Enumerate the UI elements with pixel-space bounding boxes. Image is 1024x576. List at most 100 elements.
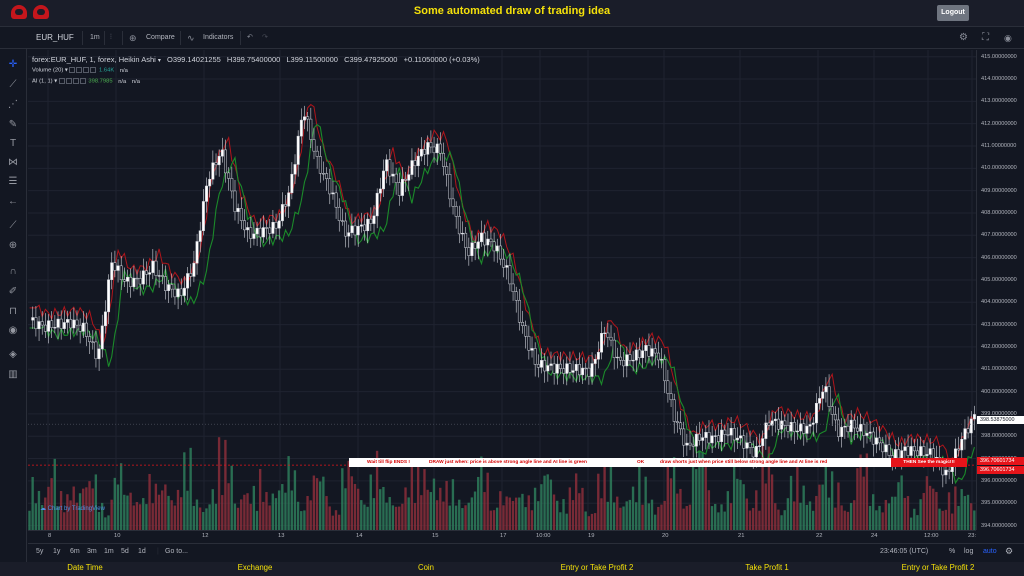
range-button-5y[interactable]: 5y — [36, 548, 44, 555]
range-button-6m[interactable]: 6m — [70, 548, 80, 555]
volume-bar — [356, 488, 360, 530]
volume-bar — [533, 487, 537, 530]
ai-title[interactable]: AI (1, 1) — [32, 78, 53, 85]
price-tick: 411.00000000 — [981, 143, 1017, 149]
magnet-icon[interactable]: ∩ — [9, 266, 17, 277]
candle-body — [435, 143, 439, 154]
price-chart[interactable] — [28, 50, 976, 530]
volume-bar — [647, 503, 651, 530]
volume-bar — [142, 498, 145, 530]
tradingview-watermark[interactable]: ☁ Chart by TradingView — [40, 505, 105, 512]
volume-bar — [947, 492, 951, 530]
scale-settings-gear-icon[interactable]: ⚙ — [1005, 546, 1014, 556]
crosshair-icon[interactable]: ✛ — [8, 59, 18, 70]
volume-bar — [824, 463, 827, 530]
logout-button[interactable]: Logout — [937, 5, 969, 21]
compare-icon[interactable]: ⊕ — [129, 33, 137, 43]
indicators-button[interactable]: Indicators — [203, 34, 234, 41]
back-arrow-icon[interactable]: ← — [8, 196, 18, 207]
lock-icon[interactable]: ⊓ — [9, 306, 17, 317]
candle-body — [126, 277, 129, 282]
dropdown-chevron-icon[interactable]: ▾ — [157, 58, 161, 64]
range-button-1m[interactable]: 1m — [104, 548, 114, 555]
candle-body — [132, 277, 136, 288]
log-toggle[interactable]: log — [964, 548, 974, 555]
undo-icon[interactable]: ↶ — [247, 34, 253, 41]
volume-bar — [435, 500, 439, 530]
volume-bar — [100, 502, 104, 530]
candle-body — [619, 356, 622, 361]
legend-close-icon[interactable] — [83, 67, 90, 73]
redo-icon[interactable]: ↷ — [262, 34, 268, 41]
percent-toggle[interactable]: % — [949, 548, 956, 555]
time-scale[interactable]: 8 10 12 13 14 15 17 10:00 19 20 21 22 24 12:00 23: — [28, 530, 976, 543]
candle-body — [682, 428, 686, 446]
brush-icon[interactable]: ✎ — [8, 119, 18, 130]
price-tick: 408.00000000 — [981, 209, 1017, 216]
candle-body — [50, 320, 54, 328]
ruler-icon[interactable]: ⟋ — [9, 220, 17, 231]
legend-close-icon[interactable] — [72, 78, 79, 84]
volume-bar — [729, 503, 733, 530]
candle-body — [176, 288, 180, 298]
candle-body — [239, 208, 243, 221]
legend-settings-icon[interactable] — [76, 67, 83, 73]
volume-bar — [243, 494, 246, 530]
volume-bar — [205, 508, 208, 530]
camera-icon[interactable]: ◉ — [1004, 33, 1012, 43]
legend-eye-icon[interactable] — [69, 67, 76, 73]
volume-bar — [486, 472, 489, 530]
price-tick: 415.00000000 — [981, 53, 1017, 60]
stay-drawing-icon[interactable]: ✐ — [8, 286, 18, 297]
volume-title[interactable]: Volume (20) — [32, 67, 64, 74]
volume-bar — [811, 510, 815, 530]
volume-bar — [328, 506, 331, 530]
legend-settings-icon[interactable] — [65, 78, 72, 84]
range-button-5d[interactable]: 5d — [121, 548, 129, 555]
series-title[interactable]: forex:EUR_HUF, 1, forex, Heikin Ashi — [32, 55, 156, 64]
eye-icon[interactable]: ◉ — [8, 325, 18, 336]
trendline-icon[interactable]: ⟋ — [9, 79, 17, 90]
volume-bar — [909, 517, 913, 530]
trash-icon[interactable]: ▥ — [8, 369, 18, 380]
text-tool-icon[interactable]: T — [9, 138, 17, 149]
range-button-1y[interactable]: 1y — [53, 548, 61, 555]
legend-eye-icon[interactable] — [58, 78, 65, 84]
volume-bar — [214, 503, 218, 530]
volume-bar — [315, 478, 319, 530]
pattern-icon[interactable]: ⋈ — [8, 157, 18, 168]
range-button-3m[interactable]: 3m — [87, 548, 97, 555]
zoom-in-icon[interactable]: ⊕ — [8, 240, 18, 251]
symbol-search[interactable]: EUR_HUF — [36, 33, 74, 42]
candle-body — [761, 438, 765, 447]
volume-bar — [97, 511, 101, 530]
goto-date-button[interactable]: Go to... — [165, 548, 188, 555]
compare-button[interactable]: Compare — [146, 34, 175, 41]
volume-bar — [360, 500, 363, 530]
volume-bar — [922, 492, 925, 530]
auto-toggle[interactable]: auto — [983, 548, 997, 555]
interval-button[interactable]: 1m — [90, 34, 100, 41]
chart-style-icon[interactable]: ⫶ — [110, 34, 112, 41]
volume-bar — [341, 468, 344, 530]
fib-retracement-icon[interactable]: ⋰ — [8, 99, 18, 110]
candle-body — [423, 149, 427, 155]
volume-bar — [126, 495, 129, 530]
prediction-icon[interactable]: ☰ — [8, 176, 18, 187]
volume-bar — [783, 510, 786, 530]
candle-body — [859, 423, 863, 432]
settings-gear-icon[interactable]: ⚙ — [959, 32, 968, 43]
candle-body — [107, 279, 111, 313]
chart-pane[interactable] — [28, 50, 976, 530]
layers-icon[interactable]: ◈ — [9, 349, 17, 360]
legend-more-icon[interactable] — [90, 67, 97, 73]
legend-more-icon[interactable] — [79, 78, 86, 84]
volume-bar — [176, 489, 180, 530]
price-scale[interactable]: 394.00000000395.00000000396.00000000397.… — [976, 50, 1024, 530]
range-button-1d[interactable]: 1d — [138, 548, 146, 555]
candle-body — [871, 431, 875, 445]
fullscreen-icon[interactable]: ⛶ — [982, 32, 989, 43]
magic-button[interactable]: THEN See the magic!!! — [891, 458, 967, 467]
indicators-icon[interactable]: ∿ — [187, 33, 195, 43]
